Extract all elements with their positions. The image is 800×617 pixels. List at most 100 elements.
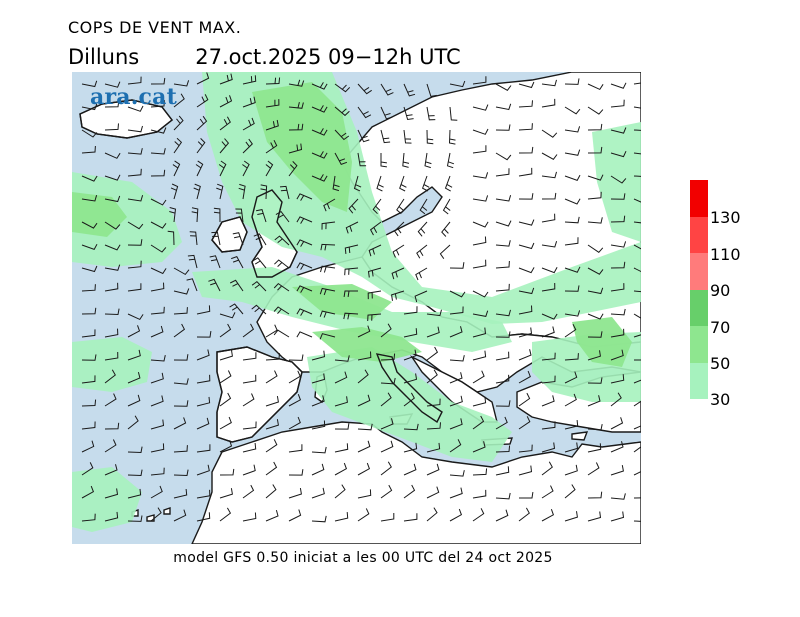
legend-swatch-50 xyxy=(690,326,708,363)
wind-barb xyxy=(81,513,96,522)
wind-barb xyxy=(104,308,120,316)
wind-barb xyxy=(242,323,255,338)
wind-barb xyxy=(495,309,511,317)
wind-barb xyxy=(472,415,485,430)
wind-barb xyxy=(587,191,602,200)
wind-barb xyxy=(288,79,305,87)
wind-barb xyxy=(541,461,553,476)
wind-barb xyxy=(186,278,198,292)
wind-barb xyxy=(196,512,211,522)
wind-barb xyxy=(242,160,250,177)
wind-barb xyxy=(392,244,405,258)
wind-barb xyxy=(288,143,303,154)
wind-barb xyxy=(104,422,120,430)
wind-barb xyxy=(633,244,641,250)
wind-barb xyxy=(104,393,117,407)
wind-barb xyxy=(211,231,221,246)
wind-barb xyxy=(541,213,556,223)
wind-barb xyxy=(196,72,210,85)
wind-barb xyxy=(219,488,233,499)
legend-label-50: 50 xyxy=(710,354,731,373)
wind-barb xyxy=(81,307,97,315)
wind-barb xyxy=(449,395,463,407)
wind-barb xyxy=(265,99,280,108)
wind-barb xyxy=(357,462,371,476)
wind-barb xyxy=(274,259,290,269)
wind-barb xyxy=(495,83,512,91)
wind-barb xyxy=(380,129,391,144)
wind-barb xyxy=(357,489,372,499)
wind-barb xyxy=(242,138,253,154)
wind-barb xyxy=(150,198,167,206)
wind-barb xyxy=(357,106,372,119)
wind-barb xyxy=(380,513,395,522)
wind-barb xyxy=(127,168,142,177)
gust-shading xyxy=(72,72,641,532)
wind-barb xyxy=(288,123,304,131)
wind-barb xyxy=(127,313,144,321)
wind-barb xyxy=(104,328,119,338)
wind-barb xyxy=(232,232,244,246)
wind-barb xyxy=(449,290,466,298)
legend-label-90: 90 xyxy=(710,281,731,300)
gust-50-70-alps xyxy=(312,327,422,362)
wind-barb xyxy=(265,419,279,430)
wind-barb xyxy=(610,215,626,223)
wind-barb xyxy=(419,198,428,215)
wind-barb xyxy=(288,101,304,109)
wind-barb xyxy=(231,255,244,269)
wind-barb xyxy=(319,333,336,340)
legend-label-70: 70 xyxy=(710,318,731,337)
wind-barb xyxy=(127,415,139,430)
wind-barb xyxy=(495,492,511,500)
wind-barb xyxy=(633,106,641,109)
wind-barb xyxy=(150,169,166,177)
wind-barb xyxy=(633,129,641,131)
wind-barb xyxy=(541,98,556,108)
wind-barb xyxy=(495,466,510,476)
wind-barb xyxy=(633,313,641,319)
wind-barb xyxy=(173,445,188,453)
wind-barb xyxy=(173,509,187,522)
chart-subtitle: Dilluns 27.oct.2025 09−12h UTC xyxy=(68,45,461,69)
wind-barb xyxy=(426,507,438,522)
wind-barb xyxy=(242,117,255,131)
wind-barb xyxy=(541,326,555,338)
wind-barb xyxy=(208,278,221,292)
wind-barb xyxy=(424,152,432,169)
wind-barb xyxy=(587,83,604,91)
wind-barb xyxy=(472,145,487,154)
wind-barb xyxy=(426,442,441,453)
wind-barb xyxy=(403,392,415,407)
wind-barb xyxy=(150,77,166,85)
wind-barb xyxy=(173,80,190,87)
wind-barb xyxy=(288,394,302,407)
wind-barb xyxy=(265,119,279,131)
wind-barb xyxy=(472,221,489,228)
wind-barb xyxy=(610,392,622,407)
wind-barb xyxy=(633,446,641,453)
wind-barb xyxy=(541,485,554,499)
wind-barb xyxy=(219,312,236,319)
wind-barb xyxy=(518,305,533,315)
wind-barb xyxy=(518,146,534,154)
wind-barb xyxy=(472,259,487,269)
wind-barb xyxy=(320,243,336,251)
wind-barb xyxy=(173,378,189,385)
wind-barb xyxy=(518,507,530,522)
wind-barb xyxy=(564,78,580,85)
wind-barb xyxy=(610,493,626,500)
wind-barb xyxy=(242,442,257,453)
wind-barb xyxy=(273,282,290,292)
wind-barb xyxy=(518,167,533,177)
wind-barb xyxy=(564,464,578,476)
wind-barb xyxy=(173,417,187,430)
wind-barb xyxy=(393,221,405,237)
wind-barb xyxy=(380,153,387,168)
wind-barb xyxy=(311,373,326,384)
wind-barb xyxy=(380,440,394,453)
wind-barb xyxy=(127,469,143,477)
wind-barb xyxy=(587,267,604,275)
wind-barb xyxy=(127,446,143,454)
wind-barb xyxy=(421,175,430,192)
